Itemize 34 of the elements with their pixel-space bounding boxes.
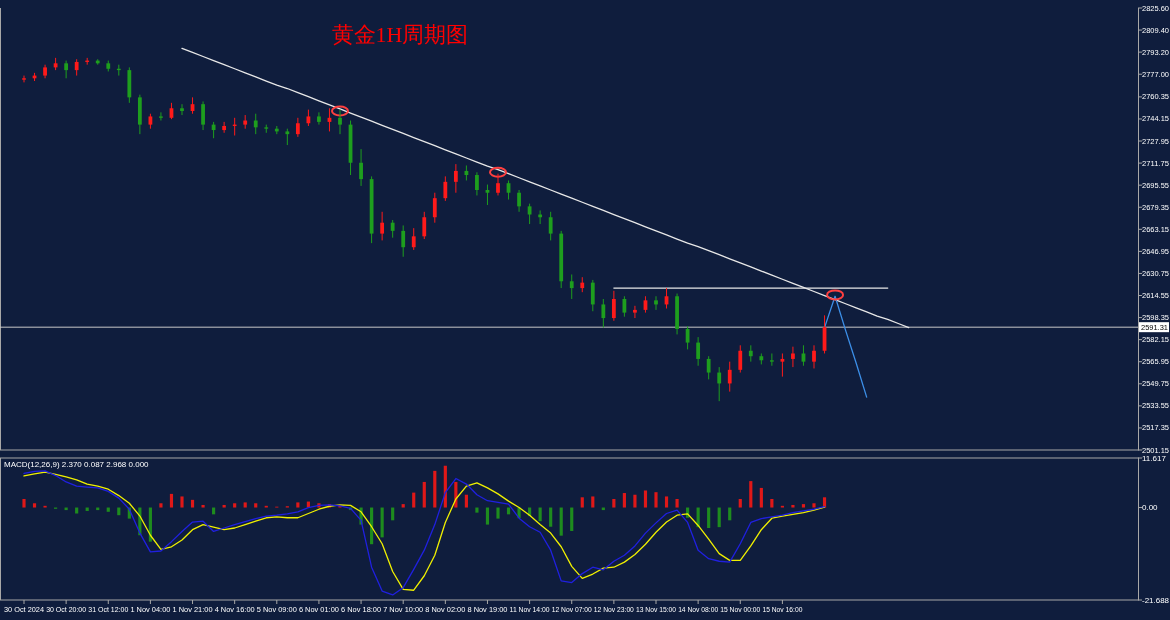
ref-line-label: 2591.31 [1141,322,1170,332]
y-tick-label: 2663.15 [1142,224,1170,234]
y-tick-label: 2695.55 [1142,180,1170,190]
y-tick-label: 2793.20 [1142,47,1170,57]
y-tick-label: 2501.15 [1142,445,1170,455]
x-tick-label: 15 Nov 16:00 [762,605,810,614]
y-tick-label: 2809.40 [1142,25,1170,35]
y-tick-label: 2630.75 [1142,268,1170,278]
y-tick-label: 2598.35 [1142,313,1170,323]
y-tick-label: 2760.35 [1142,92,1170,102]
x-tick-label: 4 Nov 16:00 [214,605,258,614]
y-tick-label: 2679.35 [1142,202,1170,212]
x-tick-label: 5 Nov 09:00 [256,605,300,614]
chart-title: MACD(12,26,9) 2.370 0.087 2.968 0.000 [4,460,150,469]
y-tick-label: 2825.60 [1142,3,1170,13]
y-tick-label: 2777.00 [1142,69,1170,79]
y-tick-label: 2565.95 [1142,357,1170,367]
y-tick-label: 2744.15 [1142,114,1170,124]
x-tick-label: 8 Nov 19:00 [467,605,511,614]
y-tick-label: 0.00 [1142,503,1159,513]
y-tick-label: 2727.95 [1142,136,1170,146]
x-tick-label: 1 Nov 21:00 [172,605,216,614]
y-tick-label: -21.688 [1142,595,1170,605]
y-tick-label: 2711.75 [1142,158,1170,168]
y-tick-label: 2549.75 [1142,379,1170,389]
y-tick-label: 2582.15 [1142,335,1170,345]
y-tick-label: 2614.55 [1142,291,1170,301]
y-tick-label: 2533.55 [1142,401,1170,411]
text: 黄金1H周期图 [331,22,469,47]
y-tick-label: 2517.35 [1142,423,1170,433]
y-tick-label: 2646.95 [1142,246,1170,256]
y-tick-label: 11.617 [1142,453,1167,463]
x-tick-label: 1 Nov 04:00 [130,605,174,614]
x-tick-label: 8 Nov 02:00 [425,605,469,614]
